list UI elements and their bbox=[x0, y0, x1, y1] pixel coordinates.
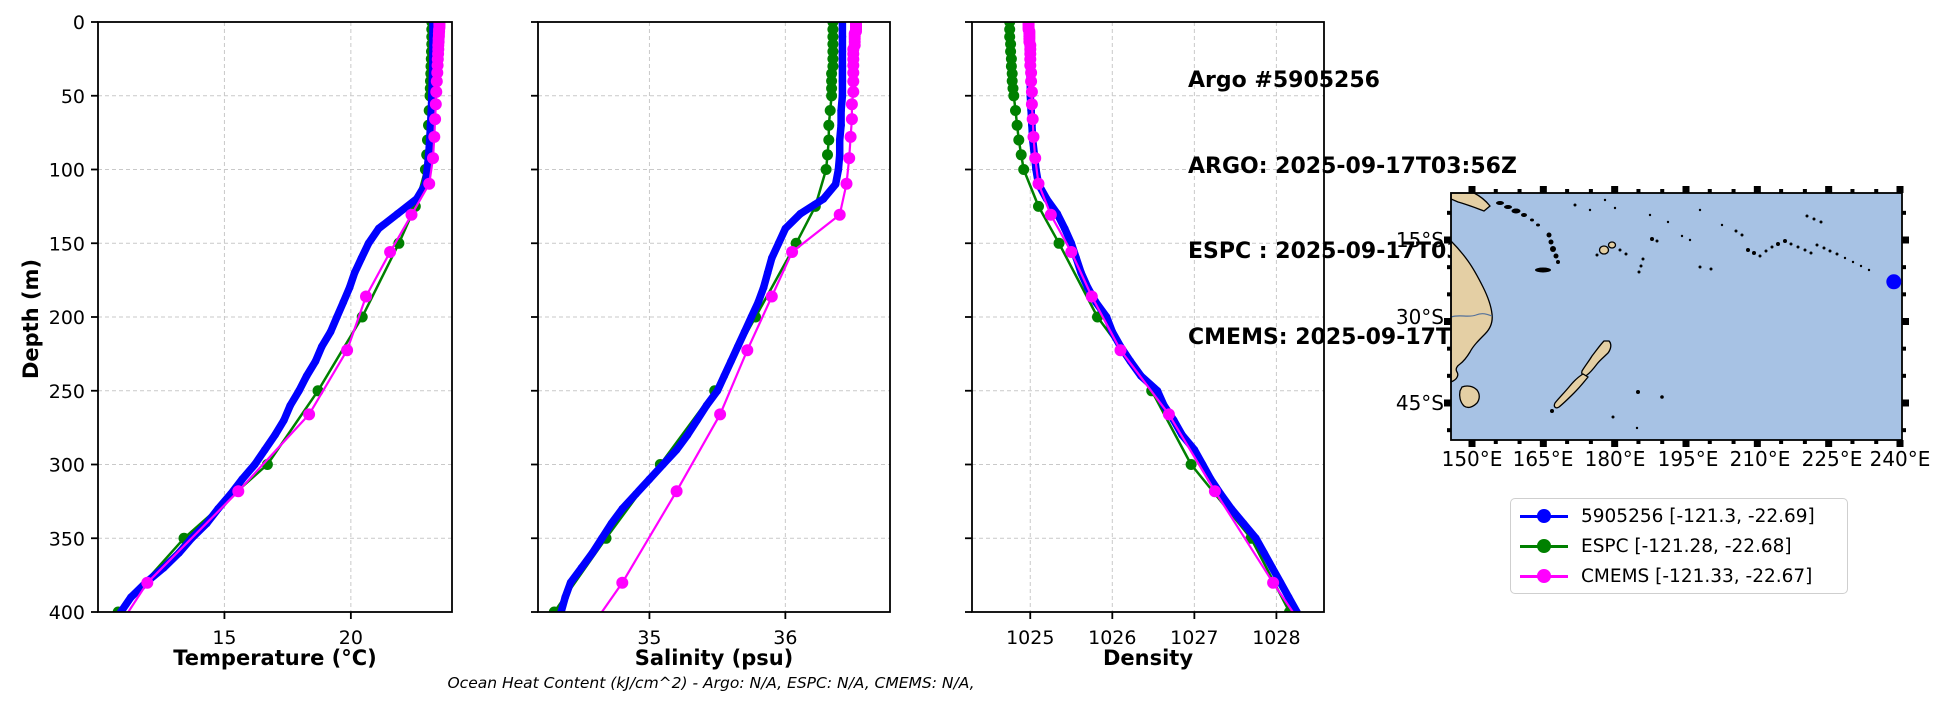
argo-line-marker-icon bbox=[1520, 509, 1568, 523]
map-lon-label-165e: 165°E bbox=[1513, 447, 1574, 471]
svg-text:1028: 1028 bbox=[1252, 627, 1300, 649]
map-lon-label-240e: 240°E bbox=[1870, 447, 1931, 471]
map-lon-label-195e: 195°E bbox=[1658, 447, 1719, 471]
map-islands bbox=[1496, 198, 1871, 430]
map-land-tasmania bbox=[1458, 385, 1480, 409]
svg-text:1027: 1027 bbox=[1170, 627, 1218, 649]
legend-label: 5905256 [-121.3, -22.69] bbox=[1581, 505, 1815, 527]
density-profile-chart: 1025 1026 1027 1028 bbox=[965, 21, 1325, 649]
svg-text:20: 20 bbox=[339, 627, 363, 649]
svg-text:150: 150 bbox=[49, 233, 85, 255]
legend-box: 5905256 [-121.3, -22.69] ESPC [-121.28, … bbox=[1510, 498, 1848, 594]
legend-row-argo: 5905256 [-121.3, -22.69] bbox=[1511, 506, 1847, 527]
svg-text:50: 50 bbox=[61, 86, 85, 108]
svg-text:36: 36 bbox=[773, 627, 797, 649]
cmems-line-marker-icon bbox=[1520, 569, 1568, 583]
header-argo-time: ARGO: 2025-09-17T03:56Z bbox=[1188, 153, 1517, 179]
temperature-axis-label: Temperature (°C) bbox=[173, 646, 377, 670]
map-land-fiji bbox=[1598, 245, 1610, 255]
map-river bbox=[1450, 313, 1493, 318]
map-lat-label-15s: 15°S bbox=[1396, 228, 1444, 252]
svg-text:0: 0 bbox=[73, 12, 85, 34]
ohc-footnote: Ocean Heat Content (kJ/cm^2) - Argo: N/A… bbox=[447, 674, 975, 692]
svg-text:1026: 1026 bbox=[1088, 627, 1136, 649]
svg-text:100: 100 bbox=[49, 160, 85, 182]
map-lon-label-180e: 180°E bbox=[1585, 447, 1646, 471]
svg-text:15: 15 bbox=[212, 627, 236, 649]
map-lon-label-150e: 150°E bbox=[1442, 447, 1503, 471]
map-lon-label-225e: 225°E bbox=[1802, 447, 1863, 471]
map-lon-label-210e: 210°E bbox=[1730, 447, 1791, 471]
espc-line-marker-icon bbox=[1520, 539, 1568, 553]
float-position-marker bbox=[1886, 274, 1902, 290]
map-lat-label-45s: 45°S bbox=[1396, 391, 1444, 415]
depth-axis-label: Depth (m) bbox=[19, 258, 43, 380]
location-map: 15°S 30°S 45°S 150°E 165°E 180°E 195°E 2… bbox=[1396, 186, 1930, 471]
salinity-axis-label: Salinity (psu) bbox=[634, 646, 794, 670]
map-border-ticks bbox=[1444, 186, 1909, 447]
legend-row-espc: ESPC [-121.28, -22.68] bbox=[1511, 536, 1847, 557]
svg-text:1025: 1025 bbox=[1006, 627, 1054, 649]
svg-text:35: 35 bbox=[637, 627, 661, 649]
svg-text:200: 200 bbox=[49, 307, 85, 329]
legend-row-cmems: CMEMS [-121.33, -22.67] bbox=[1511, 566, 1847, 587]
header-argo-id: Argo #5905256 bbox=[1188, 68, 1380, 93]
svg-text:350: 350 bbox=[49, 528, 85, 550]
svg-text:300: 300 bbox=[49, 455, 85, 477]
map-land-australia bbox=[1450, 239, 1493, 384]
map-land-nz-south bbox=[1553, 373, 1589, 409]
map-land-new-guinea bbox=[1450, 192, 1491, 212]
map-border bbox=[1450, 192, 1903, 441]
salinity-profile-chart: 35 36 bbox=[531, 21, 891, 649]
svg-text:250: 250 bbox=[49, 381, 85, 403]
legend-label: CMEMS [-121.33, -22.67] bbox=[1581, 565, 1813, 587]
map-land-fiji-2 bbox=[1607, 241, 1617, 249]
svg-text:400: 400 bbox=[49, 602, 85, 624]
map-land-nz-north bbox=[1581, 340, 1612, 377]
density-axis-label: Density bbox=[1102, 646, 1194, 670]
map-lat-label-30s: 30°S bbox=[1396, 305, 1444, 329]
legend-label: ESPC [-121.28, -22.68] bbox=[1581, 535, 1792, 557]
map-ocean bbox=[1451, 193, 1902, 440]
